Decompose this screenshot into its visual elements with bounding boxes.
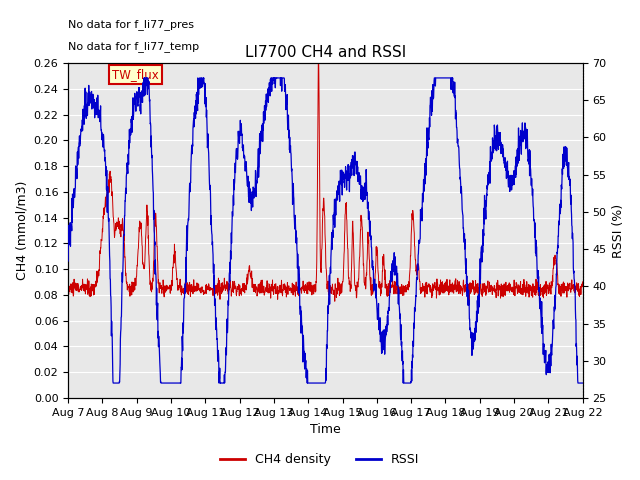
- Text: No data for f_li77_temp: No data for f_li77_temp: [68, 41, 199, 52]
- X-axis label: Time: Time: [310, 423, 340, 436]
- Y-axis label: CH4 (mmol/m3): CH4 (mmol/m3): [15, 181, 28, 280]
- Title: LI7700 CH4 and RSSI: LI7700 CH4 and RSSI: [244, 46, 406, 60]
- Legend: CH4 density, RSSI: CH4 density, RSSI: [216, 448, 424, 471]
- Y-axis label: RSSI (%): RSSI (%): [612, 204, 625, 258]
- Text: TW_flux: TW_flux: [112, 68, 159, 81]
- Text: No data for f_li77_pres: No data for f_li77_pres: [68, 20, 194, 30]
